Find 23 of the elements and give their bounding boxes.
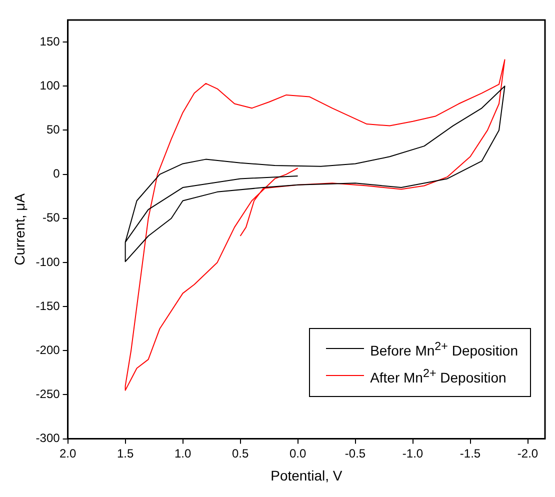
x-tick-label: -0.5 [344, 446, 366, 460]
legend-label: Before Mn$^{2+}$ Deposition [370, 338, 518, 360]
x-tick-label: -2.0 [517, 446, 538, 460]
y-tick-label: -250 [36, 387, 60, 402]
y-tick-label: 50 [46, 122, 60, 137]
x-tick-label: 0.5 [232, 446, 249, 460]
y-tick-label: 0 [53, 166, 60, 181]
x-tick-label: 1.5 [116, 446, 134, 460]
x-tick-label: 1.0 [174, 446, 192, 460]
y-tick-label: -300 [36, 431, 60, 446]
y-axis-title: Current, μA [11, 192, 28, 266]
y-tick-label: 100 [40, 78, 60, 92]
y-tick-label: -150 [36, 298, 60, 313]
x-tick-label: -1.5 [460, 446, 481, 460]
legend-label: After Mn$^{2+}$ Deposition [370, 366, 506, 388]
y-tick-label: -200 [36, 342, 60, 357]
x-axis-title: Potential, V [270, 467, 343, 484]
y-tick-label: 150 [40, 34, 60, 48]
y-tick-label: -50 [42, 210, 60, 225]
x-tick-label: 0.0 [289, 446, 306, 460]
x-tick-label: -1.0 [402, 446, 424, 460]
y-tick-label: -100 [36, 254, 60, 269]
x-tick-label: 2.0 [59, 446, 76, 460]
